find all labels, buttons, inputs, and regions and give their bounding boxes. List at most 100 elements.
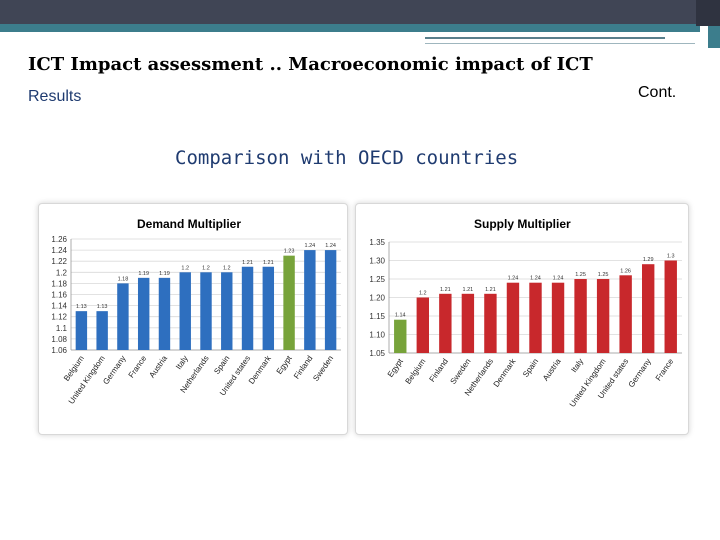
bar-finland	[304, 250, 316, 350]
y-tick-label: 1.1	[56, 324, 68, 333]
bar-denmark	[262, 266, 275, 350]
data-label: 1.2	[181, 265, 189, 271]
x-tick-label: Spain	[212, 354, 231, 376]
x-tick-label: Denmark	[492, 356, 519, 389]
bar-sweden	[324, 250, 337, 350]
data-label: 1.21	[463, 287, 474, 293]
y-tick-label: 1.2	[56, 268, 68, 277]
y-tick-label: 1.08	[51, 335, 67, 344]
bar-united-states	[619, 275, 632, 353]
bar-netherlands	[484, 293, 497, 353]
bar-france	[664, 260, 677, 353]
x-tick-label: France	[127, 354, 149, 380]
data-label: 1.21	[440, 287, 451, 293]
bar-germany	[117, 283, 129, 350]
bar-spain	[529, 282, 542, 353]
y-tick-label: 1.10	[369, 331, 385, 340]
y-tick-label: 1.15	[369, 312, 385, 321]
data-label: 1.25	[575, 272, 586, 278]
bar-sweden	[461, 293, 475, 353]
demand-chart-svg: Demand Multiplier 1.26 1.24 1.22 1.2 1.18 1.16…	[51, 217, 341, 406]
data-label: 1.24	[304, 243, 315, 249]
data-label: 1.24	[325, 243, 336, 249]
data-label: 1.24	[508, 276, 519, 282]
x-tick-label: Sweden	[311, 354, 335, 383]
data-label: 1.2	[223, 265, 231, 271]
demand-multiplier-chart: Demand Multiplier 1.26 1.24 1.22 1.2 1.18 1.16…	[38, 203, 348, 435]
chart-title: Demand Multiplier	[137, 217, 241, 231]
data-label: 1.21	[263, 260, 274, 266]
data-label: 1.26	[620, 268, 631, 274]
bar-austria	[158, 277, 171, 350]
x-tick-label: Italy	[174, 354, 190, 371]
data-label: 1.13	[97, 304, 108, 310]
bar-netherlands	[200, 272, 212, 350]
continued-label: Cont.	[638, 84, 677, 101]
y-tick-label: 1.26	[51, 235, 67, 244]
y-tick-label: 1.14	[51, 302, 67, 311]
chart-title: Supply Multiplier	[474, 217, 571, 231]
divider-line	[425, 37, 665, 39]
data-label: 1.24	[530, 276, 541, 282]
supply-chart-svg: Supply Multiplier 1.35 1.30 1.25 1.20 1.15 1.1…	[369, 217, 682, 409]
bar-belgium	[416, 297, 430, 353]
x-tick-label: Finland	[428, 357, 450, 384]
data-label: 1.19	[159, 271, 170, 277]
bar-denmark	[506, 282, 520, 353]
supply-multiplier-chart: Supply Multiplier 1.35 1.30 1.25 1.20 1.15 1.1…	[355, 203, 689, 435]
data-label: 1.3	[667, 254, 675, 260]
section-label: Results	[28, 88, 82, 105]
y-tick-label: 1.20	[369, 294, 385, 303]
data-label: 1.23	[284, 249, 295, 255]
page-title: ICT Impact assessment .. Macroeconomic i…	[28, 54, 593, 75]
x-tick-label: Austria	[541, 357, 563, 383]
y-tick-label: 1.05	[369, 349, 385, 358]
x-tick-label: Egypt	[386, 356, 406, 379]
bar-italy	[574, 279, 587, 353]
bar-austria	[551, 282, 565, 353]
x-tick-label: Spain	[521, 357, 540, 379]
bar-belgium	[75, 311, 88, 350]
data-label: 1.18	[118, 276, 129, 282]
data-label: 1.2	[419, 291, 427, 297]
y-tick-label: 1.35	[369, 238, 385, 247]
chart-subtitle: Comparison with OECD countries	[175, 147, 519, 169]
y-tick-label: 1.06	[51, 346, 67, 355]
data-label: 1.2	[202, 265, 210, 271]
y-tick-label: 1.12	[51, 313, 67, 322]
data-label: 1.13	[76, 304, 87, 310]
x-tick-label: France	[654, 357, 676, 383]
y-tick-label: 1.30	[369, 257, 385, 266]
bar-finland	[439, 293, 452, 353]
bar-germany	[641, 264, 655, 353]
divider-line-thin	[425, 43, 695, 44]
accent-stripe	[0, 24, 700, 32]
bar-spain	[221, 272, 233, 350]
y-tick-label: 1.25	[369, 275, 385, 284]
x-tick-label: Germany	[627, 357, 653, 389]
y-tick-label: 1.16	[51, 291, 67, 300]
data-label: 1.21	[242, 260, 253, 266]
bar-united-states	[241, 266, 254, 350]
x-tick-label: Sweden	[449, 357, 473, 386]
x-tick-label: Italy	[569, 357, 585, 374]
top-banner	[0, 0, 720, 32]
y-tick-label: 1.18	[51, 279, 67, 288]
x-tick-label: Belgium	[403, 357, 427, 386]
bar-egypt	[283, 255, 295, 350]
bar-italy	[179, 272, 191, 350]
data-label: 1.25	[598, 272, 609, 278]
data-label: 1.29	[643, 257, 654, 263]
data-label: 1.19	[138, 271, 149, 277]
bar-france	[137, 277, 150, 350]
data-label: 1.24	[553, 276, 564, 282]
bar-united-kingdom	[596, 279, 610, 353]
bar-egypt	[394, 319, 407, 353]
x-tick-label: Denmark	[247, 353, 274, 386]
corner-block	[696, 0, 720, 26]
y-tick-label: 1.24	[51, 246, 67, 255]
data-label: 1.14	[395, 313, 406, 319]
right-accent	[708, 26, 720, 48]
y-tick-label: 1.22	[51, 257, 67, 266]
x-tick-label: Austria	[147, 354, 169, 380]
